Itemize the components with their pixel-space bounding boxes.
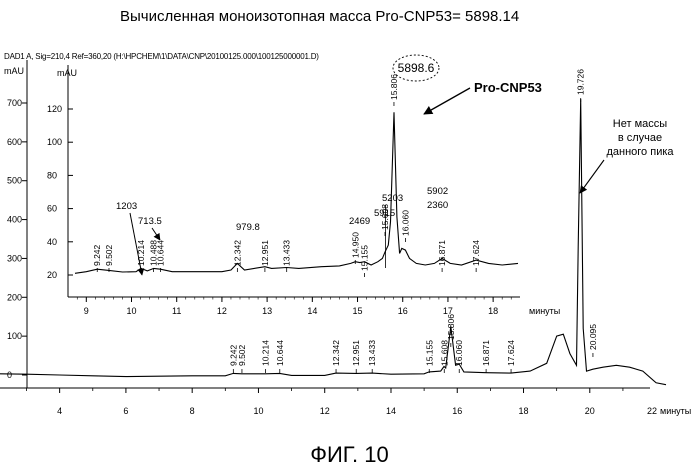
- inset-peak-label: 9.242: [92, 244, 102, 266]
- main-x-tick-label: 16: [452, 406, 462, 416]
- main-y-tick-label: 300: [7, 253, 22, 263]
- main-peak-label: 9.502: [237, 344, 247, 366]
- inset-x-tick-label: 16: [398, 306, 408, 316]
- main-peak-label: 15.608: [439, 340, 449, 366]
- main-peak-label: 19.726: [576, 69, 586, 95]
- inset-y-tick-label: 60: [47, 204, 57, 214]
- inset-chart: mAU 20 40 60 80 100 120 9 10 11 12 13 14 15 16 17 18 мину…: [47, 65, 560, 316]
- main-peak-label: 13.433: [367, 340, 377, 366]
- inset-x-tick-label: 17: [443, 306, 453, 316]
- mass-label: 1203: [116, 201, 137, 212]
- main-y-tick-label: 600: [7, 137, 22, 147]
- main-peak-label: 10.214: [261, 340, 271, 366]
- main-y-tick-label: 0: [7, 370, 12, 380]
- inset-x-tick-label: 11: [172, 306, 181, 316]
- inset-y-tick-label: 20: [47, 270, 57, 280]
- main-y-tick-label: 400: [7, 215, 22, 225]
- main-peak-label: 12.342: [331, 340, 341, 366]
- main-y-tick-label: 200: [7, 292, 22, 302]
- no-mass-note-line: в случае: [618, 132, 662, 144]
- main-y-tick-label: 100: [7, 331, 22, 341]
- inset-peak-label: 15.155: [360, 245, 370, 271]
- inset-x-tick-label: 10: [126, 306, 136, 316]
- mass-label: 5902: [427, 186, 448, 197]
- main-peak-label: 17.624: [506, 340, 516, 366]
- no-mass-note-line: данного пика: [606, 146, 674, 158]
- main-peak-label: 20.095: [588, 324, 598, 350]
- mass-label: 2469: [349, 216, 370, 227]
- main-x-end-label: 22: [647, 406, 657, 416]
- main-x-tick-label: 6: [123, 406, 128, 416]
- main-x-tick-label: 10: [253, 406, 263, 416]
- main-y-tick-label: 700: [7, 98, 22, 108]
- main-peak-label: 15.806: [446, 314, 456, 340]
- main-x-tick-label: 20: [585, 406, 595, 416]
- inset-y-tick-label: 40: [47, 237, 57, 247]
- inset-x-tick-label: 18: [488, 306, 498, 316]
- main-peak-label: 10.644: [275, 340, 285, 366]
- inset-x-tick-label: 12: [217, 306, 227, 316]
- mass-label: 713.5: [138, 216, 162, 227]
- main-chart: mAU 0 100 200 300 400 500 600 700 4 6 8 10 12 14 16 18 20…: [0, 60, 691, 416]
- inset-peak-label: 12.342: [232, 240, 242, 266]
- pro-cnp53-arrow: [424, 88, 470, 114]
- main-y-axis-label: mAU: [4, 66, 24, 76]
- inset-peak-label: 12.951: [260, 240, 270, 266]
- main-peak-label: 12.951: [351, 340, 361, 366]
- main-x-tick-label: 18: [519, 406, 529, 416]
- inset-peak-label: 16.871: [437, 240, 447, 266]
- no-mass-note-line: Нет массы: [613, 118, 667, 130]
- main-x-tick-label: 14: [386, 406, 396, 416]
- inset-x-tick-label: 15: [353, 306, 363, 316]
- inset-y-tick-label: 120: [47, 104, 62, 114]
- inset-peak-label: 17.624: [471, 240, 481, 266]
- mass-label: 979.8: [236, 222, 260, 233]
- inset-peak-label: 16.060: [400, 210, 410, 236]
- inset-y-axis-label: mAU: [57, 68, 77, 78]
- main-x-tick-label: 12: [320, 406, 330, 416]
- inset-y-tick-label: 80: [47, 170, 57, 180]
- inset-x-axis-label: минуты: [529, 306, 560, 316]
- inset-x-tick-label: 14: [307, 306, 317, 316]
- main-peak-label: 15.155: [424, 340, 434, 366]
- pro-cnp53-label: Pro-CNP53: [474, 80, 542, 95]
- inset-x-tick-label: 9: [84, 306, 89, 316]
- inset-peak-label: 10.644: [156, 240, 166, 266]
- inset-peak-label: 9.502: [104, 244, 114, 266]
- inset-y-tick-label: 100: [47, 137, 62, 147]
- mass-arrow: [152, 228, 160, 240]
- main-x-axis-label: минуты: [660, 406, 691, 416]
- target-mass-label: 5898.6: [398, 61, 435, 75]
- main-x-tick-label: 8: [190, 406, 195, 416]
- inset-x-tick-label: 13: [262, 306, 272, 316]
- no-mass-arrow: [580, 160, 604, 193]
- chromatogram-chart: mAU 0 100 200 300 400 500 600 700 4 6 8 10 12 14 16 18 20…: [0, 0, 699, 473]
- mass-label: 5915: [374, 208, 395, 219]
- inset-peak-label: 13.433: [282, 240, 292, 266]
- main-y-tick-label: 500: [7, 176, 22, 186]
- mass-label: 2360: [427, 200, 448, 211]
- main-x-tick-label: 4: [57, 406, 62, 416]
- main-peak-label: 16.871: [481, 340, 491, 366]
- inset-peak-label: 15.806: [389, 74, 399, 100]
- main-peak-label: 16.060: [454, 340, 464, 366]
- mass-label: 5203: [382, 193, 403, 204]
